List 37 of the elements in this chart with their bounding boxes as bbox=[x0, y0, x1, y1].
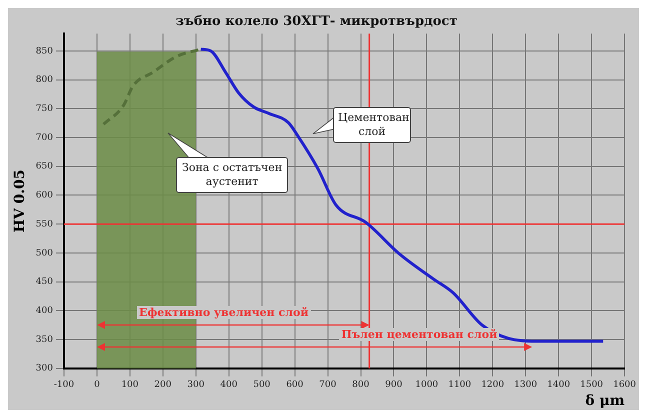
x-tick-label: 1600 bbox=[613, 380, 636, 390]
x-tick-label: 1100 bbox=[448, 380, 472, 390]
y-tick-label: 650 bbox=[36, 162, 54, 172]
chart-title: зъбно колело 30ХГТ- микротвърдост bbox=[176, 14, 458, 30]
x-tick-label: 1200 bbox=[481, 380, 504, 390]
x-tick-label: 800 bbox=[352, 380, 370, 390]
y-tick-label: 500 bbox=[36, 248, 54, 258]
y-tick-label: 400 bbox=[36, 306, 54, 316]
x-tick-label: 100 bbox=[121, 380, 139, 390]
x-tick-label: 400 bbox=[220, 380, 238, 390]
x-tick-label: 200 bbox=[154, 380, 172, 390]
x-tick-label: 1000 bbox=[415, 380, 438, 390]
x-tick-label: 900 bbox=[385, 380, 403, 390]
y-tick-label: 800 bbox=[36, 75, 54, 86]
x-tick-label: -100 bbox=[54, 380, 74, 390]
y-tick-label: 300 bbox=[36, 364, 54, 374]
x-tick-label: 500 bbox=[253, 380, 271, 390]
y-tick-label: 750 bbox=[36, 104, 54, 114]
x-tick-label: 1400 bbox=[547, 380, 570, 390]
y-tick-label: 550 bbox=[36, 219, 54, 230]
x-tick-label: 300 bbox=[187, 380, 205, 390]
x-tick-label: 700 bbox=[319, 380, 337, 390]
x-tick-label: 1500 bbox=[580, 380, 604, 390]
y-tick-label: 850 bbox=[36, 46, 54, 56]
annotation: Пълен цементован слой bbox=[339, 328, 500, 341]
x-axis-title: δ μm bbox=[585, 393, 625, 410]
x-tick-label: 0 bbox=[94, 380, 100, 390]
annotation: Цементован слой bbox=[333, 107, 412, 144]
annotation: Ефективно увеличен слой bbox=[136, 306, 310, 319]
y-axis-title: HV 0.05 bbox=[12, 169, 28, 233]
annotation: Зона с остатъчен аустенит bbox=[176, 157, 288, 194]
x-tick-label: 600 bbox=[286, 380, 304, 390]
y-tick-label: 450 bbox=[36, 277, 54, 288]
y-tick-label: 600 bbox=[36, 190, 54, 201]
x-tick-label: 1300 bbox=[514, 380, 538, 390]
y-tick-label: 700 bbox=[36, 132, 54, 143]
y-tick-label: 350 bbox=[36, 334, 54, 345]
